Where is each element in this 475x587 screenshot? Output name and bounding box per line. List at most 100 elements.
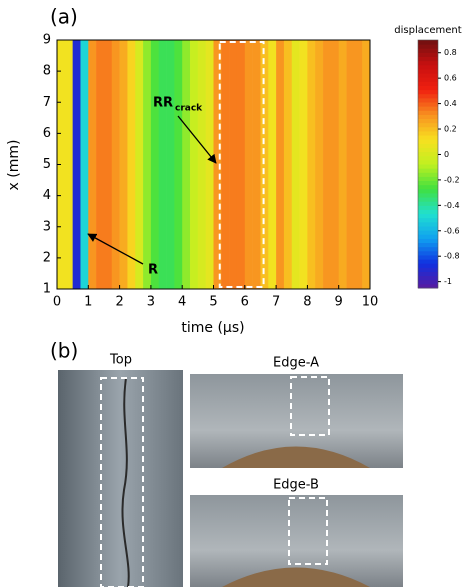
y-tick-label: 4 [43,188,51,203]
heat-cell [244,40,253,289]
heat-cell [96,40,105,289]
heat-cell [236,40,246,289]
colorbar-band [418,147,438,153]
colorbar-band [418,97,438,103]
colorbar-band [418,242,438,248]
colorbar-band [418,73,438,78]
x-tick-label: 8 [303,295,311,310]
crack-region-box [218,41,265,288]
y-axis-label: x (mm) [6,140,22,191]
top-photo [58,370,183,587]
heat-cell [190,40,199,289]
heat-cell [315,40,324,289]
colorbar-band [418,44,438,49]
annotation-subscript: crack [175,104,203,114]
colorbar-band [418,188,438,194]
x-tick-label: 3 [147,295,155,310]
heat-cell [362,40,371,289]
heat-cell [346,40,355,289]
y-tick-label: 2 [43,250,51,265]
colorbar-tick-label: 0.4 [444,99,457,108]
x-tick-label: 4 [178,295,186,310]
panel-label: (a) [50,5,78,29]
colorbar-band [418,93,438,99]
heat-cell [135,40,144,289]
colorbar-band [418,155,438,161]
colorbar-tick-label: 0.6 [444,74,457,83]
colorbar-band [418,114,438,120]
y-tick-label: 7 [43,95,51,110]
heat-cell [127,40,136,289]
colorbar-band [418,267,438,272]
colorbar-band [418,168,438,173]
colorbar-band [418,217,438,223]
heat-cell [158,40,167,289]
colorbar-tick-label: -1 [444,277,452,286]
colorbar-band [418,250,438,256]
heat-cell [283,40,293,289]
heat-cell [111,40,120,289]
colorbar-band [418,135,438,140]
colorbar-band [418,279,438,285]
colorbar-band [418,254,438,260]
colorbar-frame [417,39,439,289]
heat-cell [119,40,128,289]
photo-label: Top [109,353,132,368]
colorbar-tick-label: -0.6 [444,226,460,235]
x-axis-label: time (μs) [181,320,244,336]
colorbar-band [418,234,438,239]
heat-cell [150,40,160,289]
colorbar-tick-label: 0 [444,150,449,159]
colorbar-band [418,164,438,169]
colorbar-band [418,89,438,95]
heat-cell [72,40,81,289]
heat-cell [213,40,222,289]
colorbar-band [418,213,438,219]
heat-cell [252,40,261,289]
colorbar-band [418,48,438,53]
colorbar-band [418,209,438,215]
colorbar-band [418,226,438,231]
colorbar-band [418,151,438,157]
colorbar-band [418,159,438,165]
heat-cell [64,40,73,289]
colorbar-band [418,221,438,227]
annotation-arrow [87,233,144,265]
colorbar-band [418,197,438,202]
colorbar-band [418,102,438,107]
colorbar-tick-label: -0.8 [444,252,460,261]
colorbar-band [418,201,438,206]
heat-cell [268,40,277,289]
x-tick-label: 5 [209,295,217,310]
heat-cell [221,40,230,289]
colorbar-band [418,176,438,182]
heat-cell [299,40,308,289]
colorbar-tick-label: -0.4 [444,201,460,210]
annotation: RR [153,96,173,111]
colorbar-band [418,60,438,66]
colorbar-band [418,68,438,74]
x-tick-label: 0 [53,295,61,310]
photo-panel: (b) Top Edge-A Edge-B [50,339,403,587]
heat-cell [276,40,285,289]
y-tick-label: 5 [43,157,51,172]
heat-cell [205,40,214,289]
colorbar-band [418,172,438,177]
y-tick-label: 8 [43,64,51,79]
colorbar-band [418,40,438,45]
colorbar-band [418,106,438,111]
weld [222,567,370,587]
heat-cell [143,40,152,289]
heat-cell [307,40,316,289]
colorbar-tick-label: 0.2 [444,125,457,134]
colorbar-band [418,180,438,186]
heat-cell [57,40,66,289]
colorbar-band [418,64,438,70]
heat-cell [197,40,206,289]
colorbar-band [418,275,438,281]
colorbar-tick-label: -0.2 [444,175,460,184]
colorbar-band [418,259,438,264]
heat-cell [291,40,300,289]
